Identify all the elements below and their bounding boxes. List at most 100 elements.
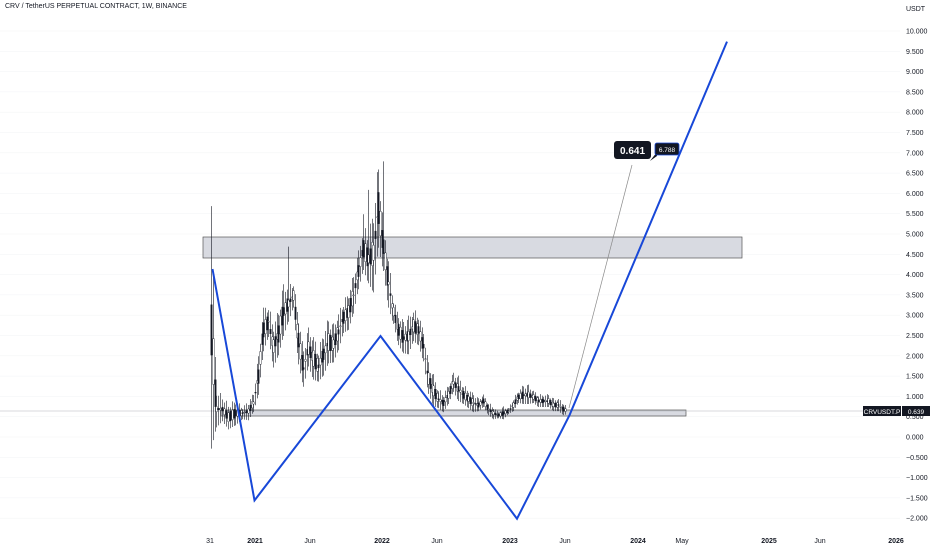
candle-body (486, 404, 489, 411)
candle-body (234, 410, 237, 416)
price-tick-label: 9.500 (906, 49, 924, 56)
candle-body (296, 324, 299, 339)
candle-body (442, 399, 445, 407)
candle-body (484, 401, 487, 407)
candle-body (524, 393, 527, 397)
candle-body (332, 339, 335, 349)
candle-body (417, 326, 420, 334)
current-price-value-box (902, 406, 930, 416)
callout-value: 0.641 (620, 146, 645, 157)
candle-body (284, 302, 287, 315)
price-tick-label: 0.000 (906, 435, 924, 442)
candle-body (391, 303, 394, 309)
candle-body (432, 385, 435, 397)
candle-body (245, 410, 248, 414)
candle-body (217, 408, 220, 410)
candle-body (487, 408, 490, 410)
candle-body (527, 391, 530, 398)
current-price-tag: CRVUSDT.P 0.639 (863, 406, 930, 416)
candle-body (312, 350, 315, 367)
candle-body (554, 402, 557, 408)
candle-body (314, 353, 317, 370)
candle-body (419, 331, 422, 342)
candle-body (547, 398, 550, 404)
candle-body (354, 283, 357, 289)
candle-body (221, 406, 224, 412)
candle-body (454, 382, 457, 388)
price-tick-label: −0.500 (906, 455, 928, 462)
candle-body (257, 369, 260, 384)
candle-body (342, 311, 345, 324)
price-axis[interactable]: USDT 10.000 9.500 9.000 8.500 8.000 7.500 7.00… (906, 6, 928, 523)
price-tick-label: 10.000 (906, 29, 928, 36)
candle-body (322, 348, 325, 360)
candle-body (504, 410, 507, 414)
candle-body (329, 334, 332, 351)
candle-body (243, 411, 246, 414)
candle-body (421, 337, 424, 349)
candle-body (337, 329, 340, 335)
current-price-label: CRVUSDT.P (864, 409, 901, 416)
candle-body (231, 409, 234, 420)
candle-body (467, 396, 470, 402)
time-tick-label: May (675, 538, 689, 545)
current-price-label-box (863, 406, 901, 416)
candle-body (452, 381, 455, 385)
candle-body (372, 244, 375, 261)
price-tick-label: 6.500 (906, 171, 924, 178)
candle-body (269, 329, 272, 335)
time-tick-label: 2025 (761, 538, 777, 545)
candle-body (429, 378, 432, 389)
candle-body (394, 314, 397, 323)
candle-body (459, 389, 462, 393)
candle-body (399, 326, 402, 340)
candle-body (436, 392, 439, 402)
candle-body (482, 398, 485, 404)
candle-body (529, 393, 532, 398)
price-tick-label: 1.000 (906, 394, 924, 401)
candle-body (392, 307, 395, 317)
price-tick-label: 2.000 (906, 353, 924, 360)
candle-body (317, 364, 320, 369)
pattern-line[interactable] (211, 41, 728, 521)
price-annotation: 0.641 6.788 (568, 141, 680, 409)
price-tick-label: 0.500 (906, 414, 924, 421)
candle-body (262, 322, 265, 338)
time-tick-label: Jun (814, 538, 825, 545)
candle-body (351, 291, 354, 307)
candle-body (544, 400, 547, 402)
candle-body (407, 331, 410, 341)
price-tick-label: 5.000 (906, 232, 924, 239)
candle-body (287, 299, 290, 308)
candle-body (537, 399, 540, 403)
price-tick-label: 7.500 (906, 130, 924, 137)
candle-body (451, 381, 454, 389)
candle-body (272, 339, 275, 353)
candle-body (562, 406, 565, 412)
price-tick-label: 4.500 (906, 252, 924, 259)
candle-body (449, 386, 452, 394)
candle-body (241, 412, 244, 414)
price-tick-label: 1.500 (906, 374, 924, 381)
candle-body (223, 408, 226, 416)
time-tick-label: Jun (431, 538, 442, 545)
candle-body (279, 315, 282, 335)
candle-body (299, 343, 302, 360)
candle-body (426, 370, 429, 374)
price-tick-label: −1.500 (906, 495, 928, 502)
candle-body (497, 413, 500, 417)
zones (202, 236, 743, 417)
candle-body (215, 406, 218, 412)
candle-body (225, 410, 228, 419)
candle-body (289, 298, 292, 302)
candle-body (447, 391, 450, 399)
candle-body (301, 355, 304, 371)
price-tick-label: 6.000 (906, 191, 924, 198)
candle-body (549, 400, 552, 406)
candle-body (267, 321, 270, 323)
price-axis-unit: USDT (906, 6, 926, 13)
time-axis[interactable]: 31 2021 Jun 2022 Jun 2023 Jun 2024 May 2025 Jun 202… (206, 538, 904, 545)
candle-body (281, 306, 284, 326)
candle-body (427, 372, 430, 385)
